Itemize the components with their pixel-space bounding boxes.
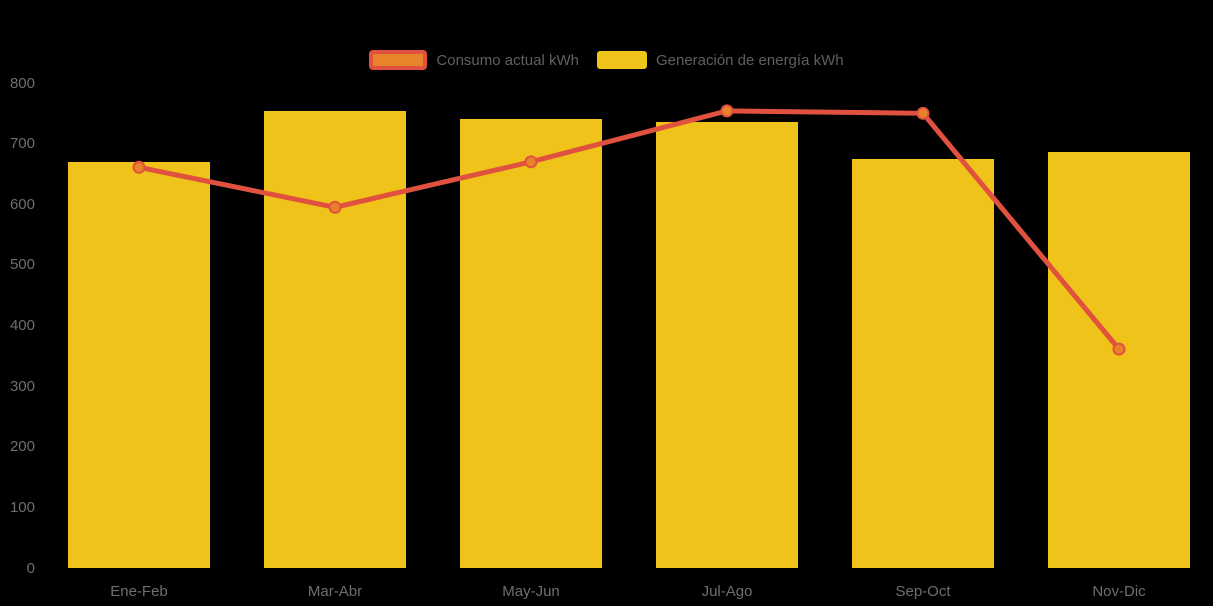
y-axis-tick-label: 100 (9, 498, 35, 516)
chart-legend: Consumo actual kWh Generación de energía… (0, 48, 1213, 72)
consumption-point (916, 106, 930, 120)
generacion-legend-swatch-icon (596, 51, 647, 69)
consumo-legend-swatch-icon (369, 50, 428, 70)
y-axis-tick-label: 600 (9, 195, 35, 213)
generation-bar (460, 118, 602, 568)
consumption-point (328, 200, 342, 214)
x-axis-tick-label: Mar-Abr (307, 583, 363, 600)
consumption-point (720, 104, 734, 118)
consumption-point (524, 155, 538, 169)
y-axis-tick-label: 400 (9, 317, 35, 334)
x-axis-tick-label: Nov-Dic (1092, 583, 1146, 600)
y-axis-tick-label: 800 (9, 74, 35, 92)
legend-label-generacion: Generación de energía kWh (655, 51, 844, 69)
y-axis-tick-label: 300 (9, 377, 35, 395)
x-axis-tick-label: Jul-Ago (701, 583, 753, 600)
consumption-point (132, 160, 146, 174)
y-axis-tick-label: 200 (9, 438, 35, 456)
generation-bar (68, 161, 210, 568)
x-axis-tick-label: Sep-Oct (895, 583, 951, 600)
x-axis-tick-label: Ene-Feb (110, 583, 168, 600)
legend-item-consumo[interactable]: Consumo actual kWh (369, 50, 579, 70)
generation-bar (1048, 152, 1190, 568)
consumption-point (1112, 342, 1126, 356)
generation-bar (656, 121, 798, 568)
x-axis-tick-label: May-Jun (502, 583, 560, 600)
generation-bar (852, 158, 994, 568)
consumption-line (136, 108, 1122, 352)
y-axis-tick-label: 500 (9, 256, 35, 274)
legend-item-generacion[interactable]: Generación de energía kWh (596, 51, 844, 69)
y-axis-tick-label: 700 (9, 135, 35, 153)
legend-label-consumo: Consumo actual kWh (436, 51, 579, 69)
generation-bar (264, 111, 406, 568)
y-axis-tick-label: 0 (26, 559, 35, 577)
